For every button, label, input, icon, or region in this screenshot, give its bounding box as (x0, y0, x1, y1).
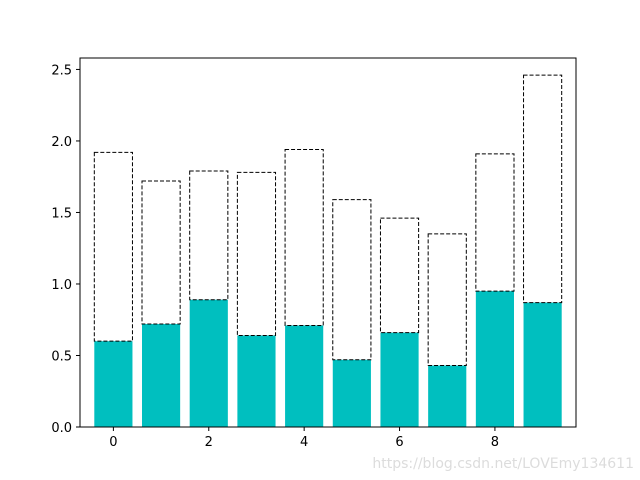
dashed-bar (379, 217, 420, 334)
solid-bar-series (94, 291, 562, 427)
x-tick-label: 2 (205, 435, 213, 450)
y-tick-label: 0.5 (51, 349, 72, 364)
dashed-bar (189, 170, 229, 301)
solid-bar (237, 335, 276, 427)
solid-bar (475, 291, 514, 427)
solid-bar (523, 302, 562, 427)
solid-bar (285, 325, 324, 427)
watermark-text: https://blog.csdn.net/LOVEmy134611 (372, 456, 634, 472)
solid-bar (94, 341, 133, 427)
dashed-bar (284, 149, 324, 326)
solid-bar (380, 332, 419, 427)
x-tick-label: 0 (109, 435, 117, 450)
dashed-bar (523, 74, 563, 304)
y-tick-label: 2.5 (51, 63, 72, 78)
x-tick-label: 6 (395, 435, 403, 450)
x-tick-label: 4 (300, 435, 308, 450)
y-tick-label: 1.0 (51, 278, 72, 293)
x-tick-label: 8 (491, 435, 499, 450)
solid-bar (142, 324, 181, 427)
y-tick-label: 2.0 (51, 135, 72, 150)
solid-bar (189, 299, 228, 427)
axes-frame (79, 57, 577, 428)
dashed-bar (93, 151, 133, 342)
dashed-bar (475, 153, 515, 292)
dashed-bar (141, 180, 181, 325)
x-axis-ticks: 0 2 4 6 8 (109, 427, 499, 450)
y-tick-label: 1.5 (51, 206, 72, 221)
solid-bar (332, 359, 371, 427)
dashed-bar-series (93, 74, 563, 366)
y-tick-label: 0.0 (51, 421, 72, 436)
solid-bar (428, 365, 467, 427)
y-axis-ticks: 0.0 0.5 1.0 1.5 2.0 2.5 (51, 63, 80, 436)
dashed-bar (427, 233, 467, 366)
dashed-bar (332, 199, 372, 361)
dashed-bar (236, 171, 277, 336)
